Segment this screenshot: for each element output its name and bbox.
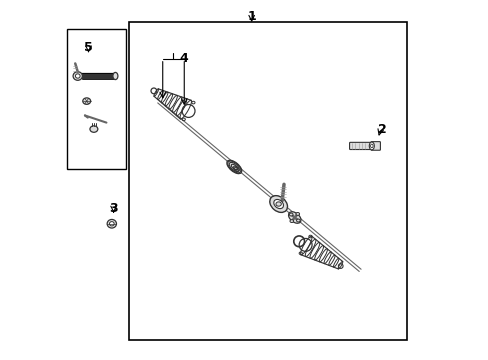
Ellipse shape: [273, 199, 283, 208]
Ellipse shape: [269, 195, 287, 212]
Ellipse shape: [289, 220, 293, 222]
FancyBboxPatch shape: [370, 141, 380, 150]
Ellipse shape: [226, 160, 241, 174]
Text: 3: 3: [109, 202, 118, 215]
Text: 5: 5: [84, 41, 93, 54]
Ellipse shape: [82, 98, 90, 104]
FancyBboxPatch shape: [349, 142, 372, 149]
Ellipse shape: [75, 74, 80, 78]
Text: 1: 1: [247, 10, 256, 23]
Text: 2: 2: [377, 123, 386, 136]
Text: 4: 4: [179, 51, 187, 64]
Ellipse shape: [275, 202, 281, 206]
Ellipse shape: [107, 220, 116, 228]
Bar: [129, 22, 406, 339]
Ellipse shape: [295, 212, 299, 215]
Ellipse shape: [109, 222, 114, 226]
Ellipse shape: [368, 142, 373, 150]
Bar: [67, 30, 126, 169]
Ellipse shape: [113, 72, 118, 80]
Ellipse shape: [296, 219, 300, 222]
Ellipse shape: [90, 126, 98, 132]
Ellipse shape: [288, 212, 300, 223]
Ellipse shape: [289, 213, 292, 216]
Ellipse shape: [73, 72, 82, 80]
